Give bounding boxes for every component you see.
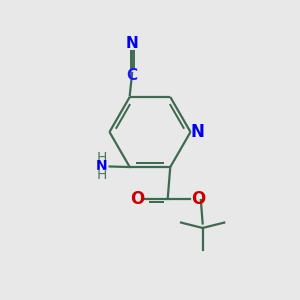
Text: O: O: [130, 190, 145, 208]
Text: H: H: [97, 151, 107, 165]
Text: H: H: [97, 168, 107, 182]
Text: N: N: [96, 160, 108, 173]
Text: O: O: [191, 190, 205, 208]
Text: N: N: [190, 123, 204, 141]
Text: N: N: [126, 36, 139, 51]
Text: C: C: [127, 68, 138, 83]
